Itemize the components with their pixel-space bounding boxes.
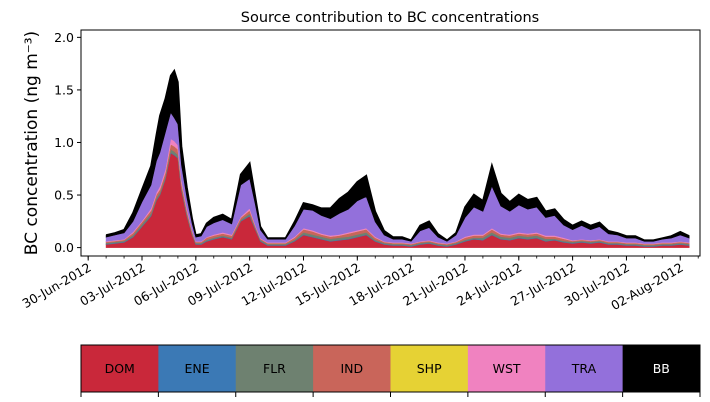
y-tick-label: 0.5: [54, 188, 74, 203]
colorbar-label: ENE: [184, 361, 209, 376]
colorbar-cell-shp: [390, 345, 469, 392]
colorbar-cell-tra: [545, 345, 624, 392]
source-colorbar: DOM ENE FLR IND SHP WST TRA BB: [80, 344, 701, 397]
y-tick-label: 1.0: [54, 135, 74, 150]
colorbar-cell-dom: [81, 345, 159, 392]
plot-frame: [80, 29, 701, 257]
total-line: [105, 68, 690, 242]
y-axis-label: BC concentration (ng m⁻³): [22, 31, 42, 255]
colorbar-label: WST: [493, 361, 521, 376]
colorbar-cell-ene: [158, 345, 237, 392]
colorbar-label: BB: [653, 361, 670, 376]
colorbar-cell-flr: [235, 345, 314, 392]
colorbar-cell-bb: [622, 345, 701, 392]
x-ticks: 30-Jun-201203-Jul-201206-Jul-201209-Jul-…: [20, 256, 699, 313]
colorbar-label: DOM: [105, 361, 135, 376]
colorbar-cell-ind: [313, 345, 391, 392]
y-tick-label: 0.0: [54, 240, 74, 255]
colorbar-label: SHP: [417, 361, 442, 376]
colorbar-cell-wst: [467, 345, 546, 392]
colorbar-label: TRA: [571, 361, 597, 376]
y-tick-label: 2.0: [54, 30, 74, 45]
stacked-areas: [105, 68, 690, 248]
y-ticks: 0.0 0.5 1.0 1.5 2.0: [54, 30, 81, 255]
y-tick-label: 1.5: [54, 82, 74, 97]
colorbar-label: FLR: [263, 361, 286, 376]
colorbar-label: IND: [340, 361, 363, 376]
area-bb: [105, 69, 690, 242]
chart-title: Source contribution to BC concentrations: [241, 10, 539, 26]
